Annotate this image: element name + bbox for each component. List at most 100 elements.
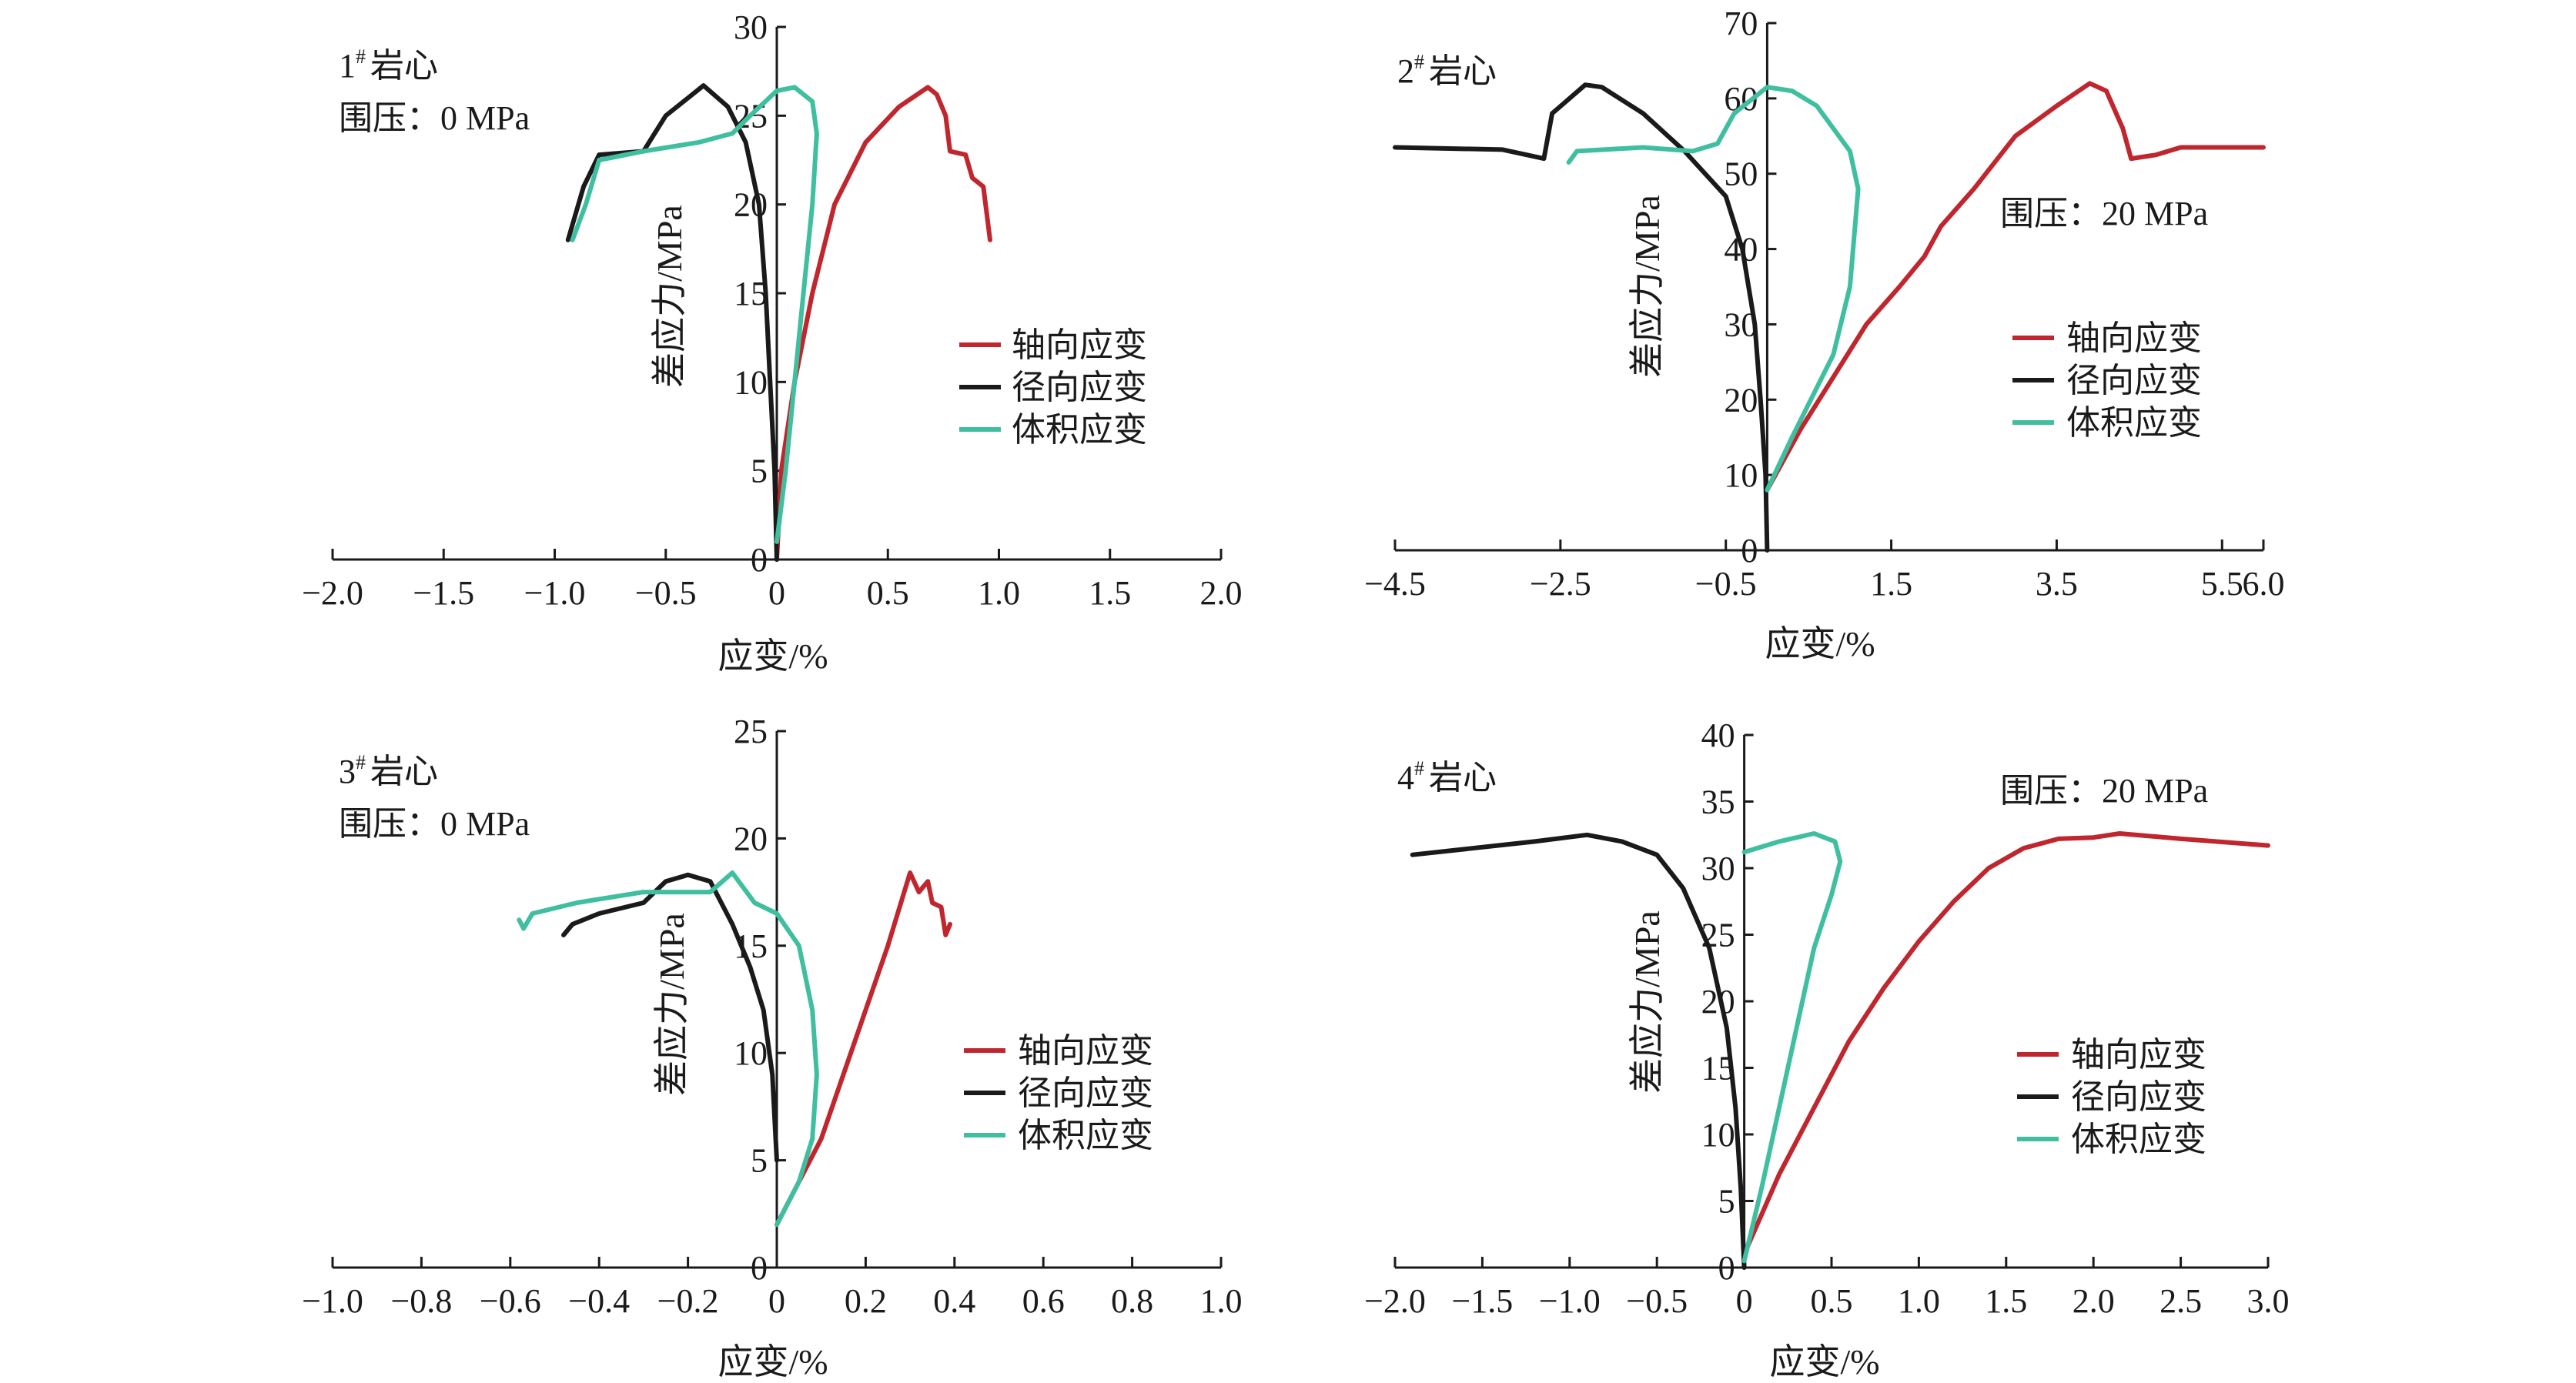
y-tick-label: 20 [1724,381,1758,419]
x-tick-label: −0.2 [657,1282,719,1320]
y-tick-label: 50 [1724,155,1758,193]
x-axis-label: 应变/% [718,1342,828,1381]
confining-pressure-label: 围压：20 MPa [2000,772,2208,810]
legend-label: 体积应变 [1012,411,1147,449]
y-tick-label: 10 [1724,456,1758,494]
series-line-volumetric [1566,85,1861,493]
x-tick-label: 0 [768,574,785,612]
x-tick-label: −2.0 [302,574,363,612]
y-axis-label: 差应力/MPa [1628,195,1667,378]
legend-label: 体积应变 [2071,1121,2206,1158]
x-tick-label: −0.5 [1626,1282,1688,1320]
series-line-radial [1410,832,1747,1270]
y-axis-label: 差应力/MPa [1628,910,1667,1094]
legend: 轴向应变 径向应变 体积应变 [964,1032,1153,1154]
x-tick-label: −1.0 [1539,1282,1601,1320]
series-line-radial [561,872,779,1163]
x-tick-label: −0.8 [390,1282,452,1320]
y-tick-label: 30 [1701,850,1735,887]
x-tick-label: 3.5 [2036,565,2078,603]
x-tick-label: 0.5 [867,574,909,612]
y-tick-label: 0 [1718,1249,1735,1287]
legend-label: 轴向应变 [2066,319,2202,357]
x-axis-label: 应变/% [1769,1342,1879,1381]
y-axis-label: 差应力/MPa [652,913,691,1096]
y-tick-label: 70 [1724,5,1758,42]
legend-label: 轴向应变 [2071,1036,2206,1074]
x-tick-label: 0.6 [1022,1282,1065,1320]
x-tick-label: 0.8 [1111,1282,1153,1320]
y-axis-label: 差应力/MPa [650,205,689,388]
legend-label: 径向应变 [2066,362,2202,399]
chart-panel-4: −2.0 −1.5 −1.0 −0.5 0 0.5 1.0 1.5 2.0 2.5 3.005101… [1364,717,2289,1381]
y-tick-label: 0 [1741,532,1758,570]
x-tick-label: 3.0 [2247,1282,2290,1320]
chart-panel-1: −2.0 −1.5 −1.0 −0.5 0 0.5 1.0 1.5 2.005101520253… [302,8,1242,676]
x-tick-label: −4.5 [1364,565,1426,603]
y-tick-label: 15 [734,927,768,965]
series-line-axial [774,870,952,1228]
x-tick-label: −0.5 [1695,565,1757,603]
series-line-volumetric [570,85,819,544]
confining-pressure-label: 围压：0 MPa [339,805,530,843]
x-tick-label: −1.0 [302,1282,363,1320]
x-tick-label: 0.2 [845,1282,887,1320]
sample-label: 4# 岩心 [1397,757,1497,797]
y-tick-label: 25 [1701,917,1735,954]
sample-label: 1# 岩心 [339,45,438,85]
plot-area: −2.0 −1.5 −1.0 −0.5 0 0.5 1.0 1.5 2.0 2.5 3.005101… [1364,717,2289,1320]
legend-label: 体积应变 [1018,1117,1153,1154]
confining-pressure-label: 围压：20 MPa [2000,195,2208,232]
y-tick-label: 5 [751,1142,768,1180]
series-line-radial [1393,82,1770,553]
legend-label: 径向应变 [1018,1074,1153,1112]
x-tick-label: −0.5 [635,574,697,612]
x-tick-label: −2.5 [1530,565,1591,603]
y-tick-label: 10 [1701,1116,1735,1154]
x-tick-label: 6.0 [2243,565,2285,603]
legend-label: 径向应变 [1012,369,1147,406]
y-tick-label: 10 [734,363,768,401]
x-axis-label: 应变/% [718,636,828,676]
series-line-axial [1765,81,2266,493]
y-tick-label: 5 [1718,1183,1735,1221]
series-line-volumetric [1741,831,1843,1264]
x-tick-label: 0.4 [933,1282,975,1320]
chart-panel-2: −4.5 −2.5 −0.5 1.5 3.5 5.56.0010203040506070 … [1364,5,2284,663]
x-tick-label: −0.6 [480,1282,541,1320]
series-line-axial [1741,831,2270,1257]
series-line-radial [565,83,779,562]
x-tick-label: −2.0 [1364,1282,1426,1320]
legend-label: 轴向应变 [1018,1032,1153,1070]
legend: 轴向应变 径向应变 体积应变 [959,326,1147,449]
x-tick-label: 2.0 [2073,1282,2115,1320]
x-tick-label: 1.0 [1200,1282,1243,1320]
x-tick-label: 1.0 [978,574,1020,612]
x-tick-label: 5.5 [2201,565,2243,603]
legend-label: 径向应变 [2071,1078,2206,1116]
y-tick-label: 25 [734,713,768,750]
series-line-volumetric [517,870,819,1228]
chart-panel-3: −1.0 −0.8 −0.6 −0.4 −0.2 0 0.2 0.4 0.6 0.8 1.0 0 5 10… [302,713,1242,1381]
x-axis-label: 应变/% [1765,624,1875,663]
x-tick-label: 0 [1736,1282,1753,1320]
y-tick-label: 40 [1701,717,1735,754]
x-tick-label: 1.5 [1870,565,1912,603]
x-tick-label: −0.4 [568,1282,630,1320]
x-tick-label: −1.5 [413,574,474,612]
legend: 轴向应变 径向应变 体积应变 [2012,319,2202,442]
x-tick-label: 2.0 [1200,574,1243,612]
y-tick-label: 30 [734,8,768,46]
x-tick-label: 1.5 [1089,574,1131,612]
y-tick-label: 0 [751,541,768,579]
x-tick-label: 0.5 [1811,1282,1853,1320]
x-tick-label: −1.5 [1451,1282,1513,1320]
y-tick-label: 35 [1701,783,1735,821]
plot-area: −2.0 −1.5 −1.0 −0.5 0 0.5 1.0 1.5 2.005101520253… [302,8,1242,612]
y-tick-label: 15 [734,275,768,312]
sample-label: 2# 岩心 [1397,51,1497,90]
y-tick-label: 5 [751,453,768,490]
x-tick-label: 2.5 [2159,1282,2202,1320]
